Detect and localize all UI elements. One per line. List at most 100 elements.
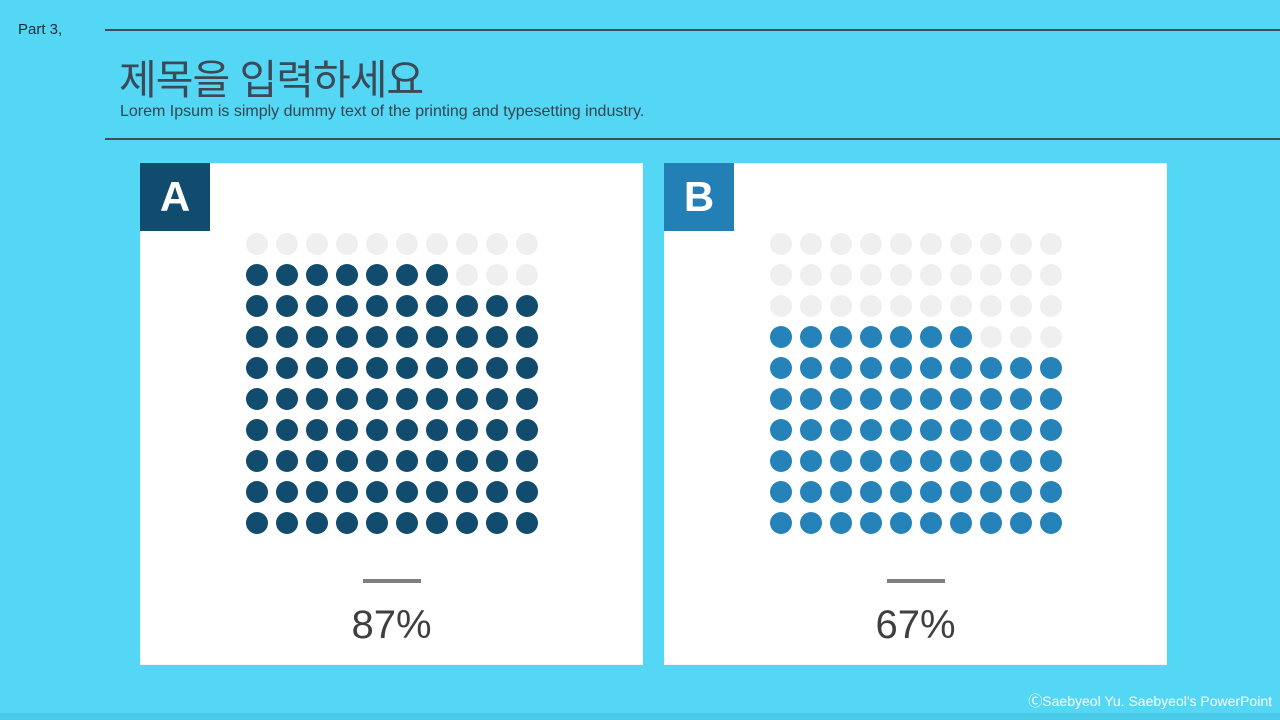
- waffle-dot: [1009, 450, 1032, 472]
- waffle-dot: [515, 481, 538, 503]
- waffle-dot: [1009, 481, 1032, 503]
- waffle-dot: [365, 295, 388, 317]
- part-label: Part 3,: [18, 21, 63, 38]
- waffle-dot: [245, 264, 268, 286]
- waffle-dot: [335, 388, 358, 410]
- waffle-dot: [919, 388, 942, 410]
- waffle-dot: [305, 357, 328, 379]
- page-subtitle: Lorem Ipsum is simply dummy text of the …: [120, 103, 645, 120]
- waffle-dot: [455, 264, 478, 286]
- waffle-dot: [335, 295, 358, 317]
- waffle-dot: [1039, 512, 1062, 534]
- waffle-dot: [395, 233, 418, 255]
- chart-card-b: B 67%: [664, 163, 1167, 665]
- waffle-chart-b: [769, 233, 1062, 534]
- waffle-dot: [425, 512, 448, 534]
- percent-divider-a: [362, 579, 421, 583]
- waffle-dot: [305, 264, 328, 286]
- bottom-strip: [0, 713, 1280, 720]
- waffle-dot: [275, 481, 298, 503]
- waffle-dot: [919, 450, 942, 472]
- waffle-dot: [305, 450, 328, 472]
- waffle-dot: [425, 326, 448, 348]
- waffle-dot: [1039, 357, 1062, 379]
- waffle-dot: [455, 450, 478, 472]
- waffle-chart-a: [245, 233, 538, 534]
- waffle-dot: [769, 295, 792, 317]
- waffle-dot: [769, 481, 792, 503]
- waffle-dot: [829, 388, 852, 410]
- percent-divider-b: [886, 579, 945, 583]
- waffle-dot: [455, 357, 478, 379]
- waffle-dot: [365, 450, 388, 472]
- waffle-dot: [275, 388, 298, 410]
- waffle-dot: [1009, 419, 1032, 441]
- waffle-dot: [515, 326, 538, 348]
- waffle-dot: [365, 419, 388, 441]
- waffle-dot: [335, 450, 358, 472]
- waffle-dot: [889, 326, 912, 348]
- waffle-dot: [919, 512, 942, 534]
- waffle-dot: [515, 419, 538, 441]
- waffle-dot: [335, 233, 358, 255]
- waffle-dot: [919, 326, 942, 348]
- waffle-dot: [365, 388, 388, 410]
- waffle-dot: [305, 388, 328, 410]
- waffle-dot: [305, 512, 328, 534]
- waffle-dot: [395, 512, 418, 534]
- waffle-dot: [395, 357, 418, 379]
- waffle-dot: [829, 419, 852, 441]
- waffle-dot: [515, 388, 538, 410]
- waffle-dot: [829, 326, 852, 348]
- chart-card-a: A 87%: [140, 163, 643, 665]
- waffle-dot: [245, 481, 268, 503]
- waffle-dot: [305, 419, 328, 441]
- waffle-dot: [949, 357, 972, 379]
- waffle-dot: [245, 419, 268, 441]
- waffle-dot: [889, 233, 912, 255]
- waffle-dot: [485, 512, 508, 534]
- waffle-dot: [515, 233, 538, 255]
- card-a-badge: A: [140, 163, 210, 231]
- waffle-dot: [335, 419, 358, 441]
- waffle-dot: [919, 481, 942, 503]
- waffle-dot: [919, 357, 942, 379]
- waffle-dot: [1039, 233, 1062, 255]
- waffle-dot: [1039, 419, 1062, 441]
- waffle-dot: [515, 264, 538, 286]
- waffle-dot: [1039, 481, 1062, 503]
- waffle-dot: [515, 357, 538, 379]
- waffle-dot: [1039, 326, 1062, 348]
- page-title: 제목을 입력하세요: [119, 57, 424, 103]
- waffle-dot: [979, 419, 1002, 441]
- waffle-dot: [425, 388, 448, 410]
- waffle-dot: [335, 264, 358, 286]
- header-rule-top: [105, 29, 1280, 31]
- waffle-dot: [1039, 264, 1062, 286]
- waffle-dot: [859, 326, 882, 348]
- waffle-dot: [485, 388, 508, 410]
- waffle-dot: [245, 388, 268, 410]
- waffle-dot: [949, 326, 972, 348]
- waffle-dot: [769, 264, 792, 286]
- waffle-dot: [395, 295, 418, 317]
- waffle-dot: [919, 419, 942, 441]
- waffle-dot: [829, 481, 852, 503]
- waffle-dot: [365, 357, 388, 379]
- waffle-dot: [335, 326, 358, 348]
- waffle-dot: [889, 419, 912, 441]
- waffle-dot: [769, 419, 792, 441]
- waffle-dot: [365, 233, 388, 255]
- waffle-dot: [515, 512, 538, 534]
- waffle-dot: [1009, 388, 1032, 410]
- waffle-dot: [1009, 512, 1032, 534]
- waffle-dot: [889, 388, 912, 410]
- waffle-dot: [859, 264, 882, 286]
- waffle-dot: [515, 450, 538, 472]
- waffle-dot: [979, 450, 1002, 472]
- header-rule-bottom: [105, 138, 1280, 140]
- waffle-dot: [829, 450, 852, 472]
- waffle-dot: [979, 264, 1002, 286]
- waffle-dot: [275, 512, 298, 534]
- waffle-dot: [365, 326, 388, 348]
